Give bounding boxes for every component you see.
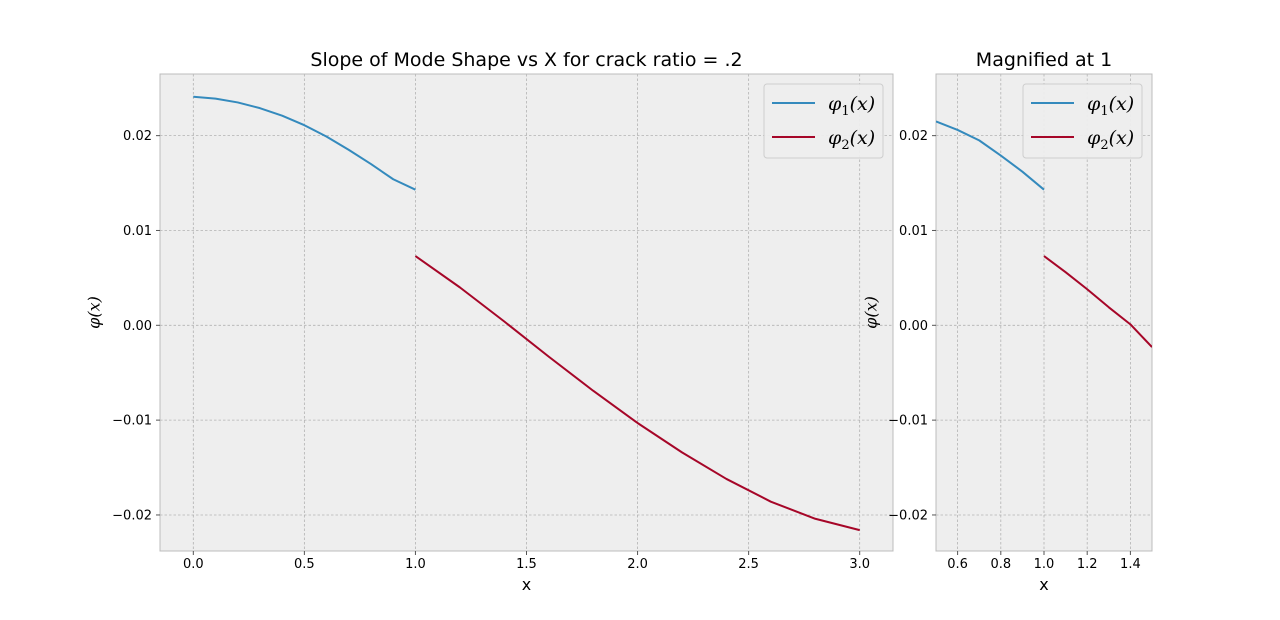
x-tick-label: 1.0 — [1034, 557, 1055, 572]
x-tick-label: 1.5 — [516, 557, 537, 572]
x-tick-label: 0.6 — [947, 557, 968, 572]
chart-panel-2: 0.6 0.8 1.0 1.2 1.4 −0.02 −0.01 0.00 0.01 0.02 Mag… — [862, 49, 1153, 594]
x-tick-label: 0.8 — [990, 557, 1011, 572]
y-tick-label: 0.01 — [899, 224, 928, 239]
chart-title: Magnified at 1 — [976, 49, 1112, 71]
chart-panel-1: 0.0 0.5 1.0 1.5 2.0 2.5 3.0 −0.02 −0.01 0.00 0.01 0… — [85, 49, 894, 594]
y-tick-label: 0.00 — [123, 319, 152, 334]
series-line-2 — [1043, 255, 1152, 348]
series-line-1 — [936, 120, 1045, 191]
legend-entry-2: φ2(x) — [828, 127, 875, 153]
legend-entry-symbol: φ — [828, 127, 842, 149]
y-tick-label: 0.02 — [123, 129, 152, 144]
legend-entry-2: φ2(x) — [1087, 127, 1134, 153]
legend-entry-argument: (x) — [850, 127, 876, 149]
y-tick-label: −0.02 — [112, 508, 152, 523]
legend-entry-argument: (x) — [1109, 93, 1135, 115]
x-tick-label: 2.0 — [627, 557, 648, 572]
x-tick-label: 1.2 — [1077, 557, 1098, 572]
legend-entry-subscript: 2 — [1100, 138, 1108, 153]
legend-entry-1: φ1(x) — [1087, 93, 1134, 119]
series-group — [936, 120, 1152, 348]
legend-entry-subscript: 1 — [841, 104, 849, 119]
legend: φ1(x)φ2(x) — [1022, 83, 1143, 159]
x-tick-label: 1.4 — [1120, 557, 1141, 572]
series-line-2 — [414, 255, 860, 532]
legend-entry-argument: (x) — [1109, 127, 1135, 149]
legend-entry-subscript: 1 — [1100, 104, 1108, 119]
legend-entry-symbol: φ — [1087, 93, 1101, 115]
legend-entry-symbol: φ — [1087, 127, 1101, 149]
legend-entry-symbol: φ — [828, 93, 842, 115]
legend-entry-subscript: 2 — [841, 138, 849, 153]
y-tick-label: 0.00 — [899, 319, 928, 334]
legend: φ1(x)φ2(x) — [763, 83, 884, 159]
y-tick-label: −0.01 — [888, 414, 928, 429]
series-group — [193, 95, 860, 532]
series-line-1 — [193, 95, 416, 191]
y-tick-label: −0.01 — [112, 414, 152, 429]
legend-entry-argument: (x) — [850, 93, 876, 115]
y-axis-label: φ(x) — [862, 296, 881, 329]
chart-title: Slope of Mode Shape vs X for crack ratio… — [310, 49, 742, 71]
x-tick-label: 3.0 — [849, 557, 870, 572]
x-tick-label: 2.5 — [738, 557, 759, 572]
x-axis-label: x — [522, 575, 531, 594]
y-axis-label: φ(x) — [85, 296, 104, 329]
y-tick-label: −0.02 — [888, 508, 928, 523]
x-axis-label: x — [1039, 575, 1048, 594]
y-tick-label: 0.01 — [123, 224, 152, 239]
x-tick-label: 0.0 — [183, 557, 204, 572]
legend-entry-1: φ1(x) — [828, 93, 875, 119]
x-tick-label: 0.5 — [294, 557, 315, 572]
y-tick-label: 0.02 — [899, 129, 928, 144]
x-tick-label: 1.0 — [405, 557, 426, 572]
